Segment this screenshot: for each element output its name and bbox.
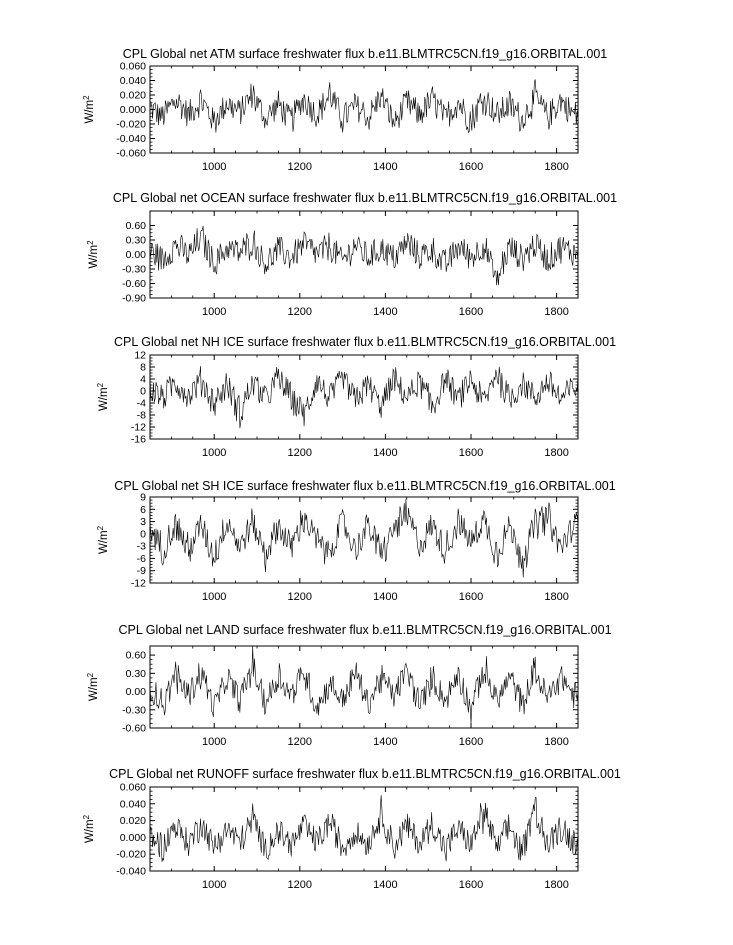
series-line [149,795,579,862]
y-tick-label: -0.040 [116,866,146,878]
panel-5: CPL Global net RUNOFF surface freshwater… [82,767,621,891]
x-tick-label: 1000 [202,306,226,318]
y-axis-label: W/m2 [82,814,97,843]
y-tick-label: 12 [134,350,146,362]
y-tick-label: -0.020 [116,119,146,131]
x-tick-label: 1200 [288,736,312,748]
x-tick-label: 1400 [373,161,397,173]
x-tick-label: 1600 [459,736,483,748]
x-tick-label: 1400 [373,591,397,603]
y-tick-label: -0.60 [122,723,146,735]
x-tick-label: 1800 [544,161,568,173]
y-tick-label: 0.040 [120,798,146,810]
series-line [149,645,579,724]
y-axis-label: W/m2 [82,95,97,124]
y-tick-label: -3 [137,541,146,553]
series-line [149,366,579,429]
plot-frame [149,645,579,729]
series-line [149,79,579,134]
y-axis-label: W/m2 [96,525,111,554]
y-tick-label: 8 [140,362,146,374]
x-tick-label: 1800 [544,447,568,459]
x-tick-label: 1200 [288,161,312,173]
panel-title: CPL Global net LAND surface freshwater f… [118,623,611,637]
y-tick-label: 6 [140,504,146,516]
y-tick-label: 4 [140,374,146,386]
x-tick-label: 1600 [459,591,483,603]
y-tick-label: 0.60 [126,650,147,662]
panel-4: CPL Global net LAND surface freshwater f… [86,623,612,748]
y-tick-label: -12 [131,578,146,590]
y-tick-label: 0.000 [120,104,146,116]
x-tick-label: 1200 [288,306,312,318]
y-axis-label: W/m2 [86,672,101,701]
x-tick-label: 1800 [544,591,568,603]
x-tick-label: 1400 [373,736,397,748]
y-tick-label: -9 [137,565,146,577]
y-tick-label: -0.040 [116,133,146,145]
x-tick-label: 1600 [459,447,483,459]
y-tick-label: -6 [137,553,146,565]
y-tick-label: -0.60 [122,278,146,290]
panel-2: CPL Global net NH ICE surface freshwater… [96,335,617,459]
y-tick-label: 0.060 [120,61,146,73]
panel-3: CPL Global net SH ICE surface freshwater… [96,479,616,603]
y-axis-label: W/m2 [96,382,111,411]
y-tick-label: 0.00 [126,249,147,261]
x-tick-label: 1600 [459,879,483,891]
x-tick-label: 1200 [288,447,312,459]
y-tick-label: 0.30 [126,235,147,247]
x-tick-label: 1000 [202,736,226,748]
y-tick-label: 0.020 [120,90,146,102]
x-tick-label: 1600 [459,306,483,318]
panel-title: CPL Global net OCEAN surface freshwater … [113,191,617,205]
x-tick-label: 1200 [288,879,312,891]
y-axis-label: W/m2 [86,240,101,269]
panel-title: CPL Global net SH ICE surface freshwater… [114,479,615,493]
series-line [149,225,579,286]
y-tick-label: 3 [140,516,146,528]
y-tick-label: -0.30 [122,264,146,276]
plot-frame [149,786,579,872]
y-tick-label: -0.020 [116,849,146,861]
y-tick-label: -8 [137,410,146,422]
x-tick-label: 1000 [202,879,226,891]
x-tick-label: 1600 [459,161,483,173]
panel-1: CPL Global net OCEAN surface freshwater … [86,191,618,318]
x-tick-label: 1000 [202,591,226,603]
x-tick-label: 1400 [373,879,397,891]
y-tick-label: 0.00 [126,686,147,698]
y-tick-label: 0 [140,528,146,540]
x-tick-label: 1000 [202,447,226,459]
plot-frame [149,496,579,584]
y-tick-label: -0.90 [122,293,146,305]
y-tick-label: -16 [131,434,146,446]
y-tick-label: 9 [140,492,146,504]
y-tick-label: -0.060 [116,148,146,160]
x-tick-label: 1800 [544,306,568,318]
y-tick-label: 0.000 [120,832,146,844]
x-tick-label: 1000 [202,161,226,173]
panel-title: CPL Global net ATM surface freshwater fl… [123,47,608,61]
x-tick-label: 1800 [544,736,568,748]
y-tick-label: -4 [137,398,146,410]
panel-title: CPL Global net RUNOFF surface freshwater… [109,767,621,781]
y-tick-label: -0.30 [122,704,146,716]
panel-0: CPL Global net ATM surface freshwater fl… [82,47,608,173]
x-tick-label: 1400 [373,447,397,459]
y-tick-label: 0.30 [126,668,147,680]
panel-title: CPL Global net NH ICE surface freshwater… [114,335,616,349]
y-tick-label: 0.060 [120,782,146,794]
x-tick-label: 1800 [544,879,568,891]
y-tick-label: 0 [140,386,146,398]
y-tick-label: 0.040 [120,75,146,87]
x-tick-label: 1200 [288,591,312,603]
series-line [149,498,579,578]
y-tick-label: -12 [131,422,146,434]
x-tick-label: 1400 [373,306,397,318]
y-tick-label: 0.60 [126,220,147,232]
y-tick-label: 0.020 [120,815,146,827]
